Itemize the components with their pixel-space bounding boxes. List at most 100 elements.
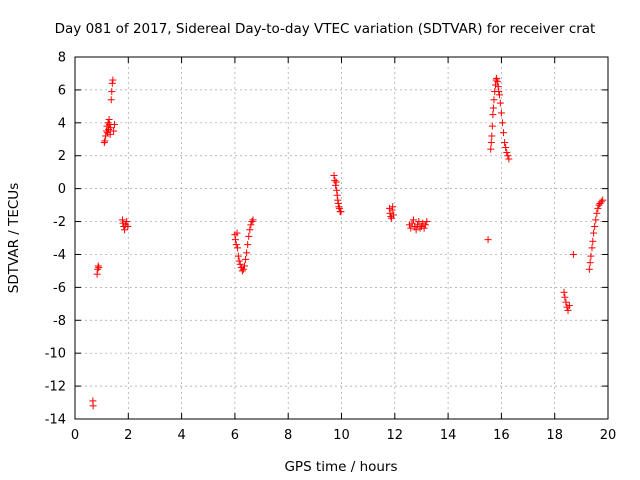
data-point xyxy=(231,236,239,244)
data-point xyxy=(585,265,593,273)
data-point xyxy=(587,252,595,260)
data-point xyxy=(495,88,503,96)
data-point xyxy=(490,96,498,104)
data-point xyxy=(407,224,415,232)
data-point xyxy=(100,139,108,147)
data-point xyxy=(235,257,243,265)
x-tick-label: 14 xyxy=(440,428,457,443)
data-point xyxy=(565,301,573,309)
data-point xyxy=(591,222,599,230)
data-point xyxy=(107,96,115,104)
chart-title: Day 081 of 2017, Sidereal Day-to-day VTE… xyxy=(55,21,596,37)
data-point xyxy=(496,91,504,99)
data-point xyxy=(589,237,597,245)
data-point xyxy=(239,265,247,273)
data-point xyxy=(334,196,342,204)
data-point xyxy=(564,306,572,314)
data-point xyxy=(238,267,246,275)
data-point xyxy=(388,214,396,222)
x-tick-label: 10 xyxy=(333,428,350,443)
data-point xyxy=(106,130,114,138)
data-point xyxy=(420,224,428,232)
x-tick-label: 6 xyxy=(231,428,239,443)
data-point xyxy=(421,221,429,229)
data-point xyxy=(110,127,118,135)
y-tick-label: 2 xyxy=(58,149,66,164)
data-point xyxy=(484,236,492,244)
data-point xyxy=(236,260,244,268)
data-point xyxy=(503,148,511,156)
data-point xyxy=(493,74,501,82)
data-point xyxy=(569,250,577,258)
data-point xyxy=(500,129,508,137)
data-point xyxy=(332,178,340,186)
data-point xyxy=(389,203,397,211)
x-tick-label: 8 xyxy=(284,428,292,443)
data-point xyxy=(109,76,117,84)
data-point xyxy=(101,137,109,145)
data-series xyxy=(89,74,607,410)
data-point xyxy=(561,293,569,301)
data-point xyxy=(110,120,118,128)
data-point xyxy=(95,264,103,272)
data-point xyxy=(243,249,251,257)
data-point xyxy=(488,132,496,140)
data-point xyxy=(108,79,116,87)
data-point xyxy=(234,252,242,260)
data-point xyxy=(249,216,257,224)
data-point xyxy=(502,144,510,151)
data-point xyxy=(415,218,423,226)
data-point xyxy=(498,119,506,127)
data-point xyxy=(489,104,497,112)
data-point xyxy=(409,216,417,224)
data-point xyxy=(412,226,420,234)
data-point xyxy=(94,265,102,273)
data-point xyxy=(588,244,596,252)
data-point xyxy=(593,209,601,217)
data-point xyxy=(590,229,598,237)
data-point xyxy=(592,216,600,224)
data-point xyxy=(107,124,115,132)
data-point xyxy=(118,216,126,224)
y-axis-label: SDTVAR / TECUs xyxy=(6,183,22,293)
y-tick-label: -2 xyxy=(53,215,66,230)
data-point xyxy=(334,199,342,207)
data-point xyxy=(94,262,102,270)
x-tick-label: 20 xyxy=(600,428,617,443)
y-tick-label: 4 xyxy=(58,116,66,131)
y-tick-label: -4 xyxy=(53,248,66,263)
data-point xyxy=(337,208,345,216)
data-point xyxy=(332,181,340,189)
y-tick-label: 8 xyxy=(58,51,66,66)
axis-ticks: 0 2 4 6 8 10 12 14 16 18 20 -14 -12 -10 -8 -6 -4 -2 0 2 4 6 8 xyxy=(45,51,617,444)
data-point xyxy=(597,198,605,206)
data-point xyxy=(247,221,255,229)
data-point xyxy=(245,232,253,240)
data-point xyxy=(121,226,129,234)
data-point xyxy=(244,241,252,249)
data-point xyxy=(233,229,241,237)
data-point xyxy=(562,298,570,306)
data-point xyxy=(497,109,505,117)
data-point xyxy=(335,203,343,211)
x-tick-label: 2 xyxy=(124,428,132,443)
data-point xyxy=(93,270,101,278)
data-point xyxy=(104,119,112,127)
data-point xyxy=(331,176,339,184)
y-tick-label: 0 xyxy=(58,182,66,197)
data-point xyxy=(234,244,242,252)
data-point xyxy=(335,204,343,212)
x-axis-label: GPS time / hours xyxy=(284,459,397,475)
y-tick-label: 6 xyxy=(58,83,66,98)
data-point xyxy=(560,288,568,296)
data-point xyxy=(496,99,504,107)
data-point xyxy=(505,155,513,163)
x-tick-label: 16 xyxy=(493,428,510,443)
data-point xyxy=(102,132,110,140)
data-point xyxy=(487,145,495,153)
x-tick-label: 4 xyxy=(177,428,185,443)
x-tick-label: 0 xyxy=(71,428,79,443)
data-point xyxy=(599,196,607,204)
data-point xyxy=(493,78,501,86)
data-point xyxy=(494,83,502,91)
